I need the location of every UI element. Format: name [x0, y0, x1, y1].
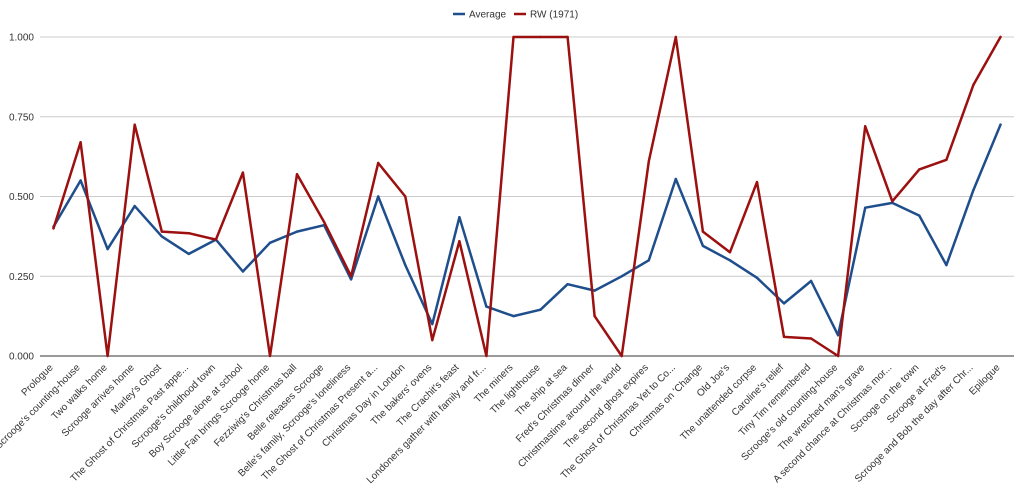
- data-point: [782, 302, 786, 305]
- y-tick-label: 0.750: [9, 112, 34, 123]
- data-point: [647, 259, 650, 262]
- data-point: [268, 241, 272, 244]
- gridlines: [40, 36, 1014, 357]
- data-point: [945, 263, 948, 267]
- data-point: [728, 251, 732, 254]
- data-point: [972, 188, 975, 192]
- data-point: [349, 278, 353, 281]
- data-point: [918, 168, 921, 171]
- legend-label-rw-1971: RW (1971): [530, 10, 578, 21]
- y-tick-label: 0.000: [9, 352, 34, 363]
- data-point: [106, 354, 109, 358]
- data-point: [864, 206, 867, 209]
- data-point: [214, 238, 218, 241]
- data-point: [187, 232, 190, 235]
- data-point: [999, 35, 1002, 39]
- data-point: [836, 354, 840, 358]
- data-point: [485, 305, 488, 308]
- data-point: [674, 35, 677, 39]
- data-point: [133, 204, 136, 208]
- data-point: [458, 240, 461, 243]
- data-point: [999, 123, 1002, 126]
- data-point: [593, 314, 596, 318]
- data-point: [647, 160, 650, 163]
- data-point: [620, 354, 623, 358]
- data-point: [133, 123, 136, 126]
- legend-label-average: Average: [469, 10, 507, 21]
- data-point: [431, 338, 434, 342]
- series-line-rw-1971: [52, 35, 1002, 358]
- data-point: [322, 220, 326, 224]
- data-point: [864, 125, 867, 128]
- legend: Average RW (1971): [453, 10, 578, 21]
- data-point: [295, 173, 299, 176]
- data-point: [160, 230, 163, 233]
- data-point: [241, 171, 245, 174]
- data-point: [782, 335, 786, 339]
- y-tick-label: 0.250: [9, 272, 34, 283]
- data-point: [512, 314, 515, 318]
- data-point: [918, 214, 921, 217]
- data-point: [755, 276, 759, 279]
- data-point: [431, 322, 434, 326]
- data-point: [404, 263, 407, 267]
- data-point: [52, 227, 55, 230]
- data-point: [809, 337, 813, 340]
- data-point: [160, 235, 163, 238]
- data-point: [295, 230, 299, 233]
- data-point: [728, 259, 732, 262]
- data-point: [945, 158, 948, 161]
- data-point: [79, 141, 82, 144]
- data-point: [566, 35, 569, 39]
- data-point: [755, 180, 759, 184]
- data-point: [404, 195, 407, 198]
- data-point: [593, 289, 596, 292]
- data-point: [891, 200, 894, 203]
- y-tick-label: 1.000: [9, 33, 34, 44]
- data-point: [485, 354, 488, 358]
- data-point: [539, 35, 542, 39]
- data-point: [972, 83, 975, 87]
- data-point: [674, 177, 677, 181]
- data-point: [349, 275, 353, 278]
- data-point: [187, 252, 190, 256]
- data-point: [241, 270, 245, 273]
- series-line-average: [52, 123, 1002, 337]
- data-point: [566, 283, 569, 286]
- data-point: [512, 35, 515, 39]
- data-point: [620, 275, 623, 278]
- y-tick-label: 0.500: [9, 192, 34, 203]
- data-point: [377, 161, 380, 165]
- data-point: [458, 216, 461, 219]
- data-point: [377, 195, 380, 198]
- data-point: [106, 247, 109, 251]
- data-point: [539, 308, 542, 311]
- series-lines: [52, 35, 1002, 358]
- data-point: [701, 244, 705, 248]
- data-point: [268, 354, 272, 358]
- data-point: [836, 334, 840, 337]
- data-point: [809, 279, 813, 283]
- data-point: [701, 230, 705, 233]
- y-axis: 0.000 0.250 0.500 0.750 1.000: [9, 33, 34, 363]
- data-point: [79, 179, 82, 182]
